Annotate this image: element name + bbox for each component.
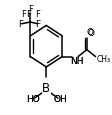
- Text: HO: HO: [26, 94, 40, 103]
- Text: NH: NH: [69, 56, 83, 65]
- Text: O: O: [85, 28, 92, 37]
- Text: HO: HO: [26, 94, 40, 103]
- Text: B: B: [42, 81, 50, 94]
- Text: OH: OH: [53, 94, 67, 103]
- Text: F: F: [26, 10, 31, 19]
- Text: F: F: [28, 5, 32, 14]
- Text: OH: OH: [53, 94, 67, 103]
- Text: B: B: [42, 81, 50, 94]
- Text: F: F: [20, 10, 25, 19]
- Text: F: F: [35, 10, 40, 19]
- Text: CH₃: CH₃: [96, 54, 110, 63]
- Text: F: F: [35, 20, 40, 29]
- Text: O: O: [87, 29, 94, 37]
- Text: NH: NH: [69, 56, 83, 65]
- Text: F: F: [17, 20, 23, 29]
